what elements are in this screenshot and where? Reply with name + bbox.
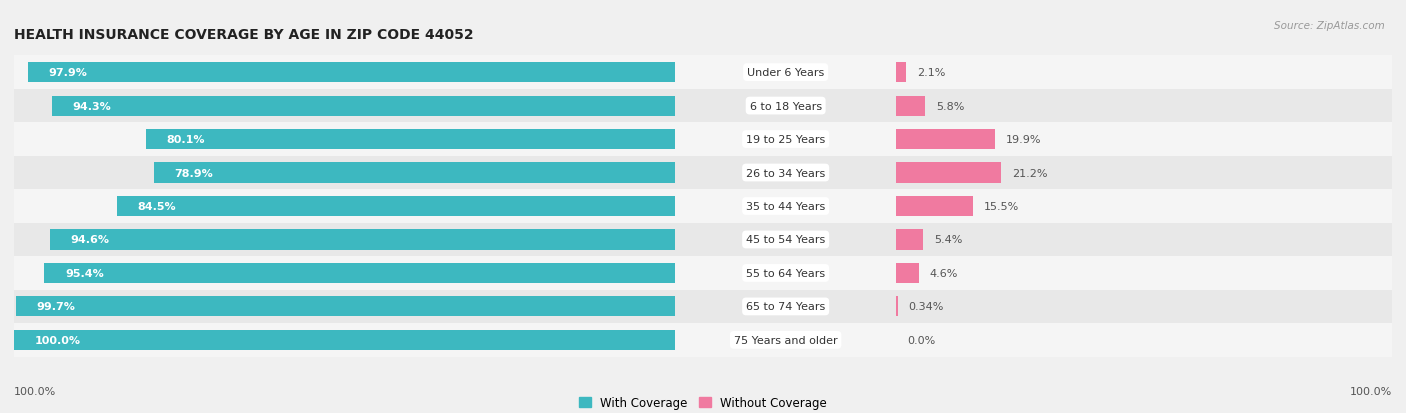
Text: 5.8%: 5.8%	[936, 101, 965, 112]
Bar	[15, 297, 675, 317]
Text: 99.7%: 99.7%	[37, 301, 76, 312]
Text: 0.0%: 0.0%	[907, 335, 935, 345]
Text: 65 to 74 Years: 65 to 74 Years	[747, 301, 825, 312]
Text: Under 6 Years: Under 6 Years	[747, 68, 824, 78]
Bar	[14, 190, 1392, 223]
Text: 15.5%: 15.5%	[984, 202, 1019, 211]
Bar	[28, 63, 675, 83]
Text: 100.0%: 100.0%	[35, 335, 80, 345]
Text: 4.6%: 4.6%	[929, 268, 957, 278]
Bar	[49, 230, 675, 250]
Text: 84.5%: 84.5%	[138, 202, 176, 211]
Bar	[896, 130, 994, 150]
Bar	[896, 297, 897, 317]
Bar	[14, 290, 1392, 323]
Text: 35 to 44 Years: 35 to 44 Years	[747, 202, 825, 211]
Bar	[14, 323, 1392, 357]
Text: Source: ZipAtlas.com: Source: ZipAtlas.com	[1274, 21, 1385, 31]
Text: 19 to 25 Years: 19 to 25 Years	[747, 135, 825, 145]
Bar	[896, 230, 922, 250]
Bar	[14, 256, 1392, 290]
Text: 100.0%: 100.0%	[1350, 387, 1392, 396]
Bar	[45, 263, 675, 283]
Text: 55 to 64 Years: 55 to 64 Years	[747, 268, 825, 278]
Text: 75 Years and older: 75 Years and older	[734, 335, 838, 345]
Text: 2.1%: 2.1%	[917, 68, 946, 78]
Bar	[14, 223, 1392, 256]
Text: 95.4%: 95.4%	[65, 268, 104, 278]
Text: 5.4%: 5.4%	[934, 235, 962, 245]
Bar	[153, 163, 675, 183]
Bar	[896, 63, 907, 83]
Bar	[896, 263, 918, 283]
Bar	[14, 157, 1392, 190]
Bar	[14, 56, 1392, 90]
Text: 19.9%: 19.9%	[1005, 135, 1040, 145]
Text: 94.6%: 94.6%	[70, 235, 110, 245]
Text: 78.9%: 78.9%	[174, 168, 214, 178]
Legend: With Coverage, Without Coverage: With Coverage, Without Coverage	[574, 392, 832, 413]
Bar	[117, 197, 675, 216]
Text: 0.34%: 0.34%	[908, 301, 943, 312]
Bar	[14, 90, 1392, 123]
Text: 21.2%: 21.2%	[1012, 168, 1047, 178]
Text: 97.9%: 97.9%	[49, 68, 87, 78]
Text: 80.1%: 80.1%	[166, 135, 205, 145]
Bar	[896, 197, 973, 216]
Text: 6 to 18 Years: 6 to 18 Years	[749, 101, 821, 112]
Text: 45 to 54 Years: 45 to 54 Years	[747, 235, 825, 245]
Bar	[146, 130, 675, 150]
Bar	[14, 123, 1392, 157]
Text: 26 to 34 Years: 26 to 34 Years	[747, 168, 825, 178]
Text: 100.0%: 100.0%	[14, 387, 56, 396]
Bar	[896, 163, 1001, 183]
Bar	[14, 330, 675, 350]
Text: 94.3%: 94.3%	[73, 101, 111, 112]
Text: HEALTH INSURANCE COVERAGE BY AGE IN ZIP CODE 44052: HEALTH INSURANCE COVERAGE BY AGE IN ZIP …	[14, 28, 474, 41]
Bar	[896, 96, 925, 116]
Bar	[52, 96, 675, 116]
